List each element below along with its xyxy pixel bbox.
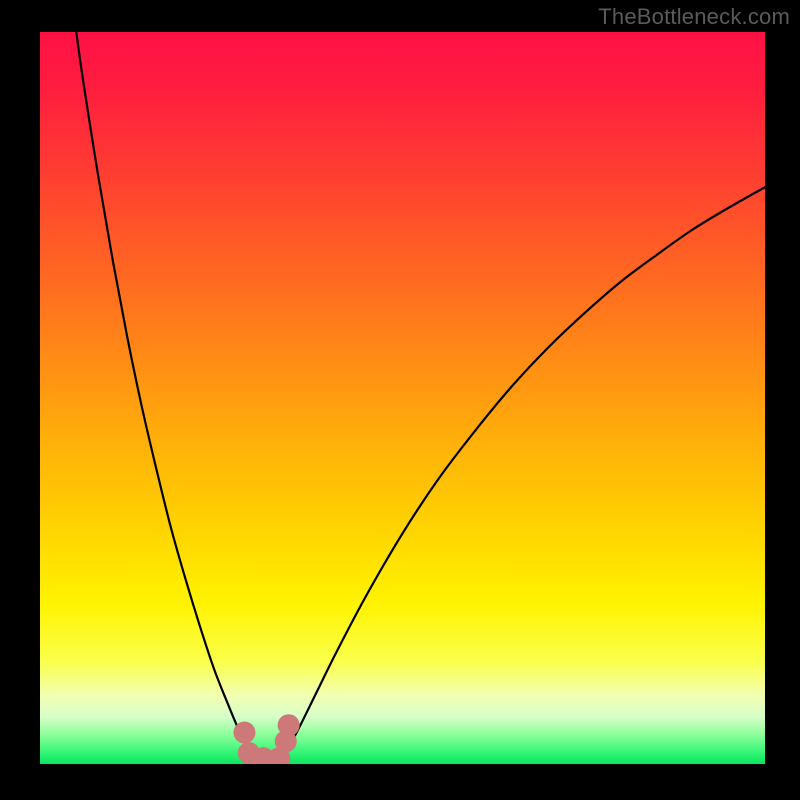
chart-svg — [40, 32, 765, 764]
chart-plot-area — [40, 32, 765, 764]
marker-dot — [278, 714, 300, 736]
watermark-text: TheBottleneck.com — [598, 4, 790, 30]
marker-dot — [233, 722, 255, 744]
plot-background — [40, 32, 765, 764]
